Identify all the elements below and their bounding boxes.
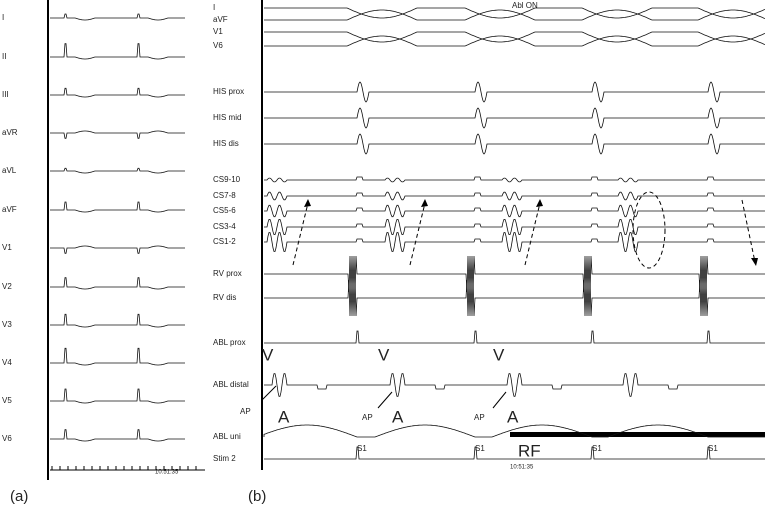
timestamp: 10:51:35 (510, 465, 534, 471)
stim-label: S1 (357, 444, 367, 453)
trace (264, 35, 765, 47)
annotation: Abl ON (512, 1, 538, 10)
trace (50, 167, 185, 174)
trace (50, 130, 185, 139)
lead-label: III (2, 90, 9, 99)
marker-label: A (507, 407, 519, 426)
trace (264, 373, 765, 397)
marker-label: RF (518, 441, 541, 460)
channel-label: CS5-6 (213, 206, 236, 215)
stim-label: S1 (708, 444, 718, 453)
channel-label: aVF (213, 15, 228, 24)
trace (50, 245, 185, 254)
channel-label: ABL distal (213, 380, 249, 389)
ap-arrows (261, 385, 507, 409)
channel-label: V1 (213, 27, 223, 36)
trace (50, 43, 185, 60)
trace (264, 176, 765, 183)
marker-label: AP (474, 413, 485, 422)
trace (264, 133, 765, 155)
trace (50, 388, 185, 404)
channel-label: ABL prox (213, 338, 246, 347)
channel-label: HIS prox (213, 87, 244, 96)
rf-bar (510, 432, 765, 437)
arrowheads (304, 199, 758, 266)
marker-label: V (262, 345, 274, 364)
lead-label: aVR (2, 128, 18, 137)
channel-label: ABL uni (213, 432, 241, 441)
channel-label: CS9-10 (213, 175, 241, 184)
trace (50, 13, 185, 21)
lead-label: V5 (2, 396, 12, 405)
trace (50, 87, 185, 98)
trace (264, 279, 765, 317)
marker-label: V (378, 345, 390, 364)
lead-label: V2 (2, 282, 12, 291)
trace (264, 9, 765, 21)
lead-label: V3 (2, 320, 12, 329)
trace (264, 330, 765, 344)
trace (264, 204, 765, 218)
marker-label: AP (362, 413, 373, 422)
trace (264, 7, 765, 19)
channel-label: CS1-2 (213, 237, 236, 246)
channel-label: V6 (213, 41, 223, 50)
lead-label: V4 (2, 358, 12, 367)
channel-label: HIS mid (213, 113, 241, 122)
lead-label: aVF (2, 205, 17, 214)
panel-label: (b) (248, 488, 266, 505)
timestamp: 10:51:35 (155, 470, 179, 476)
marker-label: V (493, 345, 505, 364)
trace (264, 232, 765, 252)
activation-arrows (292, 191, 756, 269)
trace (50, 201, 185, 213)
trace (264, 81, 765, 103)
lead-label: aVL (2, 166, 17, 175)
stim-label: S1 (475, 444, 485, 453)
trace (264, 191, 765, 201)
trace (264, 446, 765, 460)
lead-label: V1 (2, 243, 12, 252)
stim-label: S1 (592, 444, 602, 453)
lead-label: II (2, 52, 6, 61)
trace (264, 107, 765, 129)
channel-label: RV prox (213, 269, 242, 278)
marker-label: A (392, 407, 404, 426)
lead-label: V6 (2, 434, 12, 443)
trace (263, 424, 765, 438)
trace (50, 429, 185, 442)
channel-label: Stim 2 (213, 454, 236, 463)
marker-label: A (278, 407, 290, 426)
channel-label: CS3-4 (213, 222, 236, 231)
marker-label: AP (240, 407, 251, 416)
trace (264, 255, 765, 293)
channel-label: I (213, 3, 215, 12)
trace (264, 219, 765, 235)
panel-label: (a) (10, 488, 28, 505)
channel-label: RV dis (213, 293, 236, 302)
trace (264, 31, 765, 43)
channel-label: HIS dis (213, 139, 239, 148)
trace (50, 313, 185, 328)
channel-label: CS7-8 (213, 191, 236, 200)
trace (50, 277, 185, 290)
lead-label: I (2, 13, 4, 22)
trace (50, 347, 185, 366)
